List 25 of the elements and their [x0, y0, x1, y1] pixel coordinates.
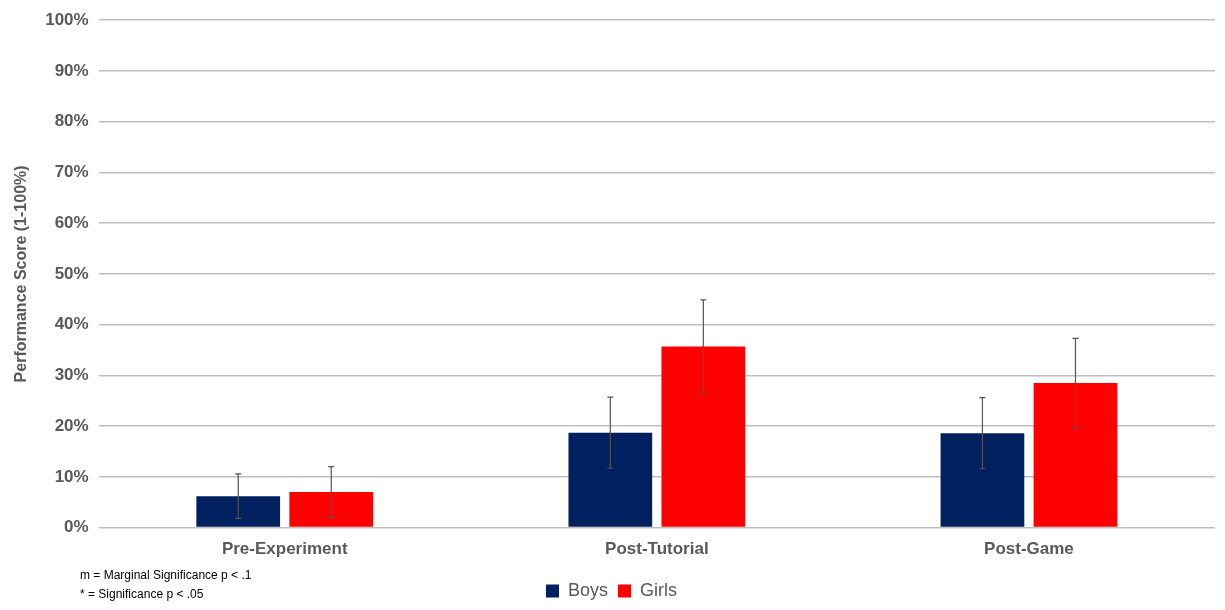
y-tick-label: 70%: [54, 162, 89, 182]
y-tick-label: 80%: [54, 111, 89, 131]
bar: [661, 346, 746, 527]
y-tick-label: 0%: [64, 517, 89, 537]
bar: [1033, 382, 1118, 527]
text: * = Significance p < .05: [80, 586, 205, 603]
y-tick-label: 40%: [54, 314, 89, 334]
y-tick-label: 100%: [45, 9, 89, 29]
legend-label: Boys: [568, 579, 609, 600]
bar: [196, 496, 281, 527]
y-tick-label: 20%: [54, 415, 89, 435]
y-tick-label: 50%: [54, 263, 89, 283]
bar: [568, 432, 653, 527]
legend-label: Girls: [640, 579, 678, 600]
y-tick-label: 10%: [54, 466, 89, 486]
y-tick-label: 30%: [54, 365, 89, 385]
text: m = Marginal Significance p < .1: [80, 567, 252, 584]
x-tick-label: Pre-Experiment: [221, 539, 348, 559]
x-tick-label: Post-Tutorial: [605, 539, 709, 559]
y-tick-label: 60%: [54, 212, 89, 232]
bar: [940, 433, 1025, 527]
y-axis-title: Performance Score (1-100%): [12, 165, 30, 383]
bar: [289, 492, 374, 527]
y-tick-label: 90%: [54, 60, 89, 80]
x-tick-label: Post-Game: [984, 539, 1074, 559]
